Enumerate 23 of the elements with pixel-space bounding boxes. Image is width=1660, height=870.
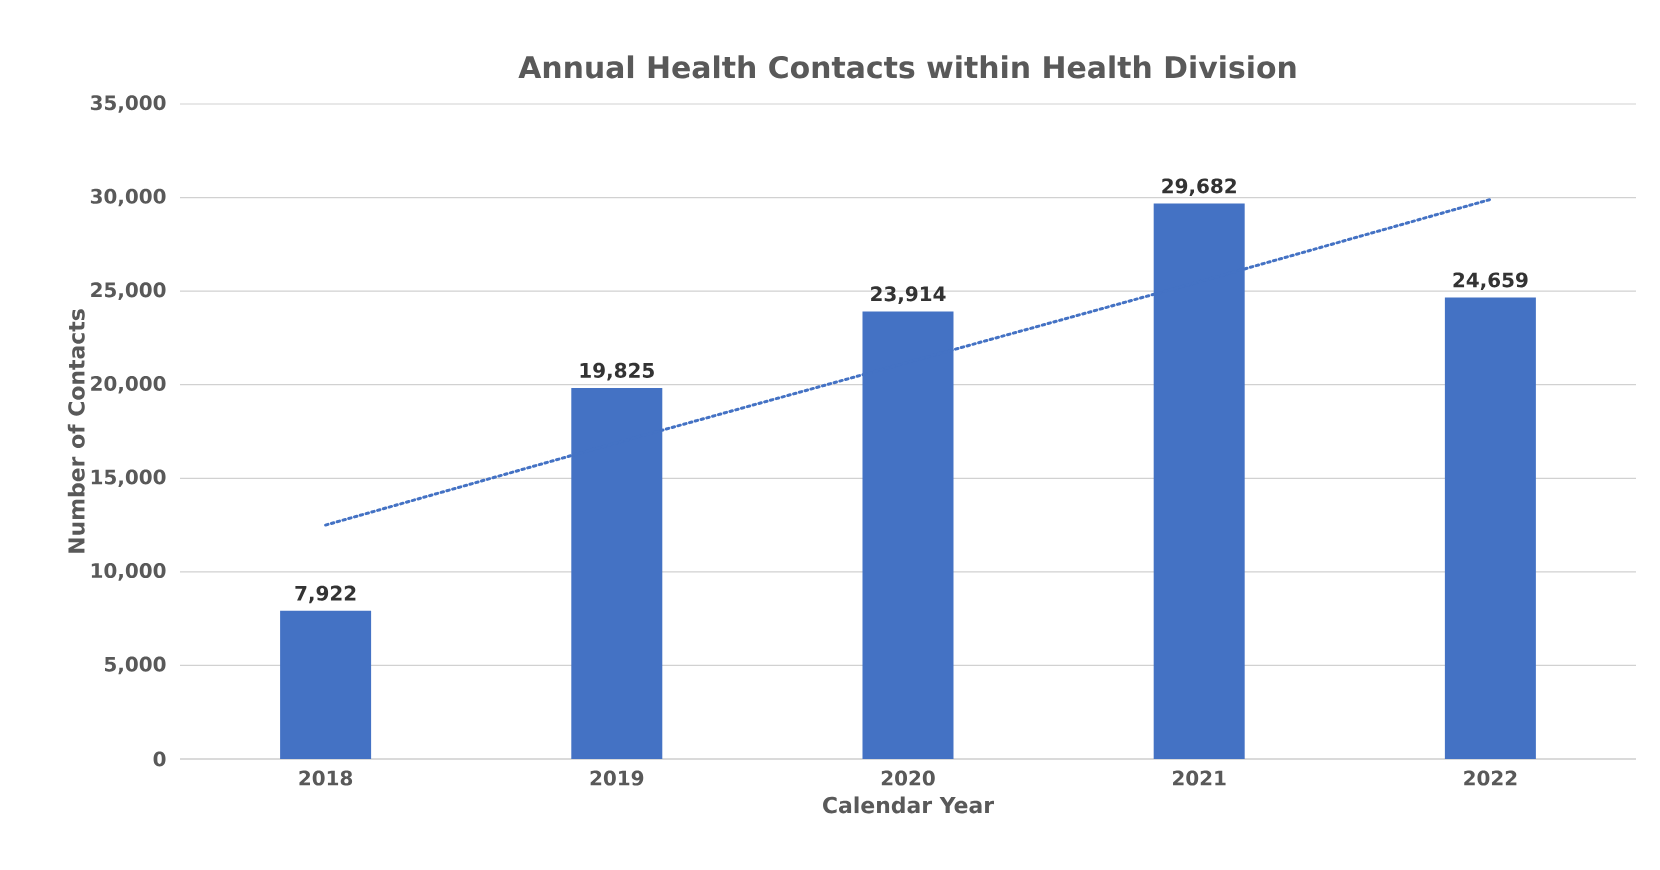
y-tick-label: 0	[153, 751, 166, 767]
x-tick-label: 2022	[1464, 770, 1517, 786]
y-tick-label: 30,000	[90, 188, 166, 207]
data-label: 7,922	[295, 585, 356, 604]
y-tick-label: 35,000	[90, 95, 166, 113]
data-label: 24,659	[1453, 272, 1528, 290]
x-axis-title: Calendar Year	[823, 796, 995, 814]
x-tick-label: 2018	[299, 770, 353, 786]
chart-title: Annual Health Contacts within Health Division	[518, 55, 1296, 79]
y-axis-title: Number of Contacts	[67, 309, 85, 553]
data-label: 23,914	[871, 286, 946, 304]
x-tick-label: 2019	[590, 770, 644, 786]
x-tick-label: 2021	[1173, 770, 1226, 786]
y-tick-label: 25,000	[91, 282, 166, 300]
bar	[280, 610, 372, 759]
y-tick-label: 10,000	[91, 563, 166, 581]
x-tick-label: 2020	[881, 770, 935, 786]
data-label: 19,825	[580, 362, 654, 381]
data-label: 29,682	[1162, 178, 1236, 196]
y-tick-label: 5,000	[104, 656, 166, 675]
y-tick-label: 15,000	[91, 469, 166, 488]
bar	[1444, 297, 1536, 759]
y-tick-label: 20,000	[91, 375, 166, 394]
